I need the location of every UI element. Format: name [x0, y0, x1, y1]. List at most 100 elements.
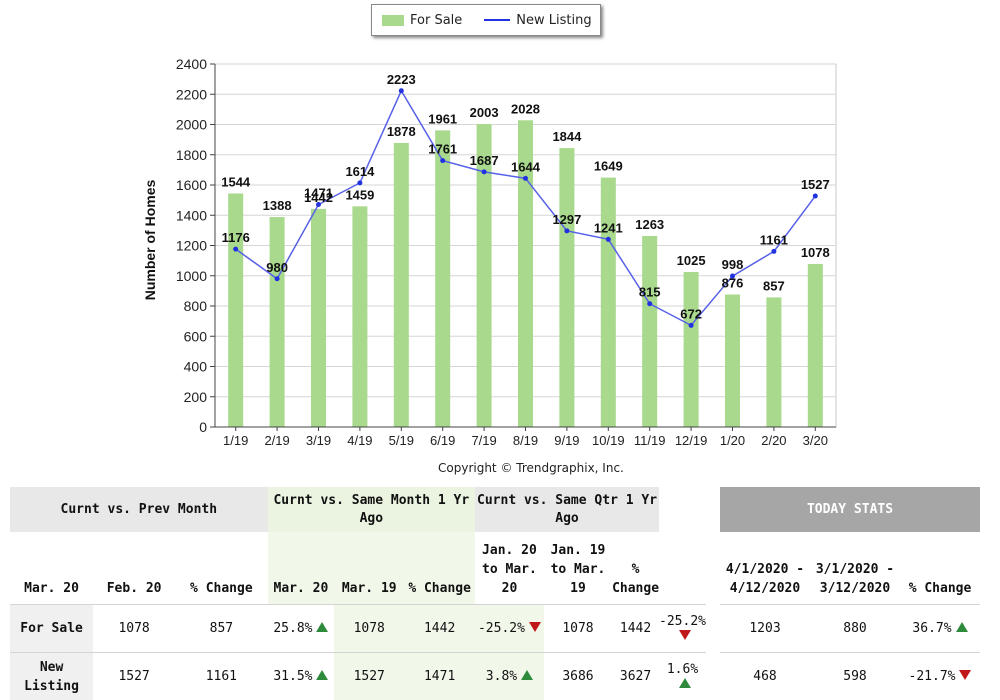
new-listing-point — [605, 236, 611, 242]
header-pm-previous: Feb. 20 — [106, 581, 162, 596]
x-tick-label: 7/19 — [471, 433, 496, 448]
new-listing-legend-label: New Listing — [516, 12, 592, 28]
for-sale-bar — [311, 208, 326, 427]
new-listing-point — [688, 322, 694, 328]
down-arrow-icon — [959, 670, 972, 680]
change-value: -25.2% — [659, 613, 706, 629]
y-axis-label: Number of Homes — [142, 180, 158, 301]
y-tick-label: 1200 — [176, 238, 207, 254]
down-arrow-icon — [678, 629, 691, 640]
new-listing-data-label: 1761 — [428, 142, 457, 157]
group-header-today: TODAY STATS — [720, 487, 980, 532]
header-sm-previous: Mar. 19 — [334, 532, 405, 605]
header-sq-change: % Change — [612, 562, 660, 596]
new-listing-data-label: 1176 — [222, 230, 250, 245]
for-sale-data-label: 1878 — [387, 124, 416, 139]
for-sale-data-label: 1388 — [263, 198, 292, 213]
new-listing-line — [233, 88, 818, 328]
change-cell: -25.2% — [475, 604, 544, 653]
y-tick-label: 2200 — [176, 86, 207, 102]
for-sale-bar — [559, 148, 575, 427]
header-today-previous: 3/1/2020 - 3/12/2020 — [815, 562, 895, 596]
y-tick-label: 1800 — [176, 147, 207, 163]
y-tick-label: 2400 — [176, 56, 207, 72]
cell: 3627 — [612, 652, 660, 700]
cell: 1078 — [93, 604, 176, 653]
x-tick-label: 3/20 — [803, 433, 828, 448]
header-sq-previous: Jan. 19 to Mar. 19 — [550, 543, 606, 596]
cell: 1527 — [93, 652, 176, 700]
down-arrow-icon — [528, 622, 541, 632]
new-listing-data-label: 998 — [722, 257, 744, 272]
change-value: -21.7% — [908, 669, 956, 684]
for-sale-legend-label: For Sale — [410, 12, 463, 28]
y-tick-label: 2000 — [176, 117, 207, 133]
new-listing-point — [398, 88, 404, 94]
for-sale-data-label: 1025 — [677, 253, 706, 268]
new-listing-legend-swatch — [484, 19, 511, 21]
change-value: -25.2% — [477, 621, 525, 636]
stats-row-for-sale: For Sale 1078 857 25.8% 1078 1442 -25.2%… — [10, 604, 706, 653]
new-listing-point — [233, 246, 239, 252]
group-header-same-qtr: Curnt vs. Same Qtr 1 Yr Ago — [475, 487, 660, 532]
for-sale-data-label: 1961 — [428, 111, 457, 126]
data-labels: 1544 1388 1442 1459 1878 1961 2003 2028 1844 1649… — [221, 72, 830, 322]
chart-legend: For Sale New Listing — [371, 4, 601, 36]
change-cell: 31.5% — [267, 652, 335, 700]
x-tick-label: 11/19 — [634, 433, 666, 448]
y-tick-label: 600 — [184, 328, 208, 344]
combo-chart: 0 200 400 600 800 1000 1200 1400 1600 1800 2000 220… — [142, 56, 837, 448]
row-label: New Listing — [10, 652, 94, 700]
for-sale-data-label: 1649 — [594, 159, 623, 174]
up-arrow-icon — [955, 622, 968, 632]
x-axis: 1/19 2/19 3/19 4/19 5/19 6/19 7/19 8/19 9/19 10/1… — [215, 426, 836, 448]
x-tick-label: 1/19 — [223, 433, 248, 448]
for-sale-bar — [642, 235, 658, 427]
x-tick-label: 2/19 — [264, 433, 289, 448]
x-tick-label: 3/19 — [306, 433, 331, 448]
new-listing-point — [647, 301, 653, 307]
cell: 1442 — [612, 604, 660, 653]
new-listing-point — [730, 273, 735, 279]
for-sale-bar — [683, 271, 699, 427]
y-tick-label: 1400 — [176, 207, 207, 223]
for-sale-data-label: 876 — [722, 276, 744, 291]
cell: 1471 — [404, 652, 476, 700]
new-listing-data-label: 1241 — [594, 220, 623, 235]
change-cell: 25.8% — [267, 604, 335, 653]
stats-row-new-listing: New Listing 1527 1161 31.5% 1527 1471 3.… — [10, 652, 706, 700]
cell: 468 — [720, 652, 810, 700]
y-tick-label: 1000 — [176, 268, 207, 284]
for-sale-data-label: 2028 — [511, 101, 540, 116]
new-listing-data-label: 980 — [266, 260, 288, 275]
for-sale-data-label: 857 — [763, 278, 785, 293]
for-sale-bar — [766, 297, 782, 427]
cell: 857 — [175, 604, 268, 653]
cell: 1527 — [334, 652, 405, 700]
y-axis: 0 200 400 600 800 1000 1200 1400 1600 1800 2000 220… — [176, 56, 216, 435]
x-tick-label: 5/19 — [389, 433, 414, 448]
new-listing-data-label: 1687 — [470, 153, 499, 168]
header-pm-current: Mar. 20 — [24, 581, 79, 596]
new-listing-point — [771, 248, 777, 254]
change-cell: -21.7% — [900, 652, 980, 700]
for-sale-data-label: 2003 — [470, 105, 499, 120]
x-tick-label: 1/20 — [720, 433, 745, 448]
for-sale-bar — [518, 120, 533, 427]
header-sq-current: Jan. 20 to Mar. 20 — [482, 543, 537, 596]
cell: 1078 — [334, 604, 405, 653]
for-sale-bars — [228, 120, 823, 427]
for-sale-bar — [435, 130, 451, 427]
for-sale-data-label: 1544 — [221, 174, 251, 189]
change-cell: -25.2% — [659, 604, 706, 653]
change-value: 3.8% — [485, 669, 518, 684]
up-arrow-icon — [316, 622, 329, 632]
new-listing-data-label: 1527 — [801, 177, 830, 192]
up-arrow-icon — [316, 670, 329, 680]
cell: 1442 — [404, 604, 476, 653]
y-tick-label: 200 — [184, 389, 208, 405]
y-tick-label: 1600 — [176, 177, 207, 193]
cell: 880 — [810, 604, 900, 653]
up-arrow-icon — [521, 670, 534, 680]
new-listing-data-label: 672 — [680, 306, 702, 321]
